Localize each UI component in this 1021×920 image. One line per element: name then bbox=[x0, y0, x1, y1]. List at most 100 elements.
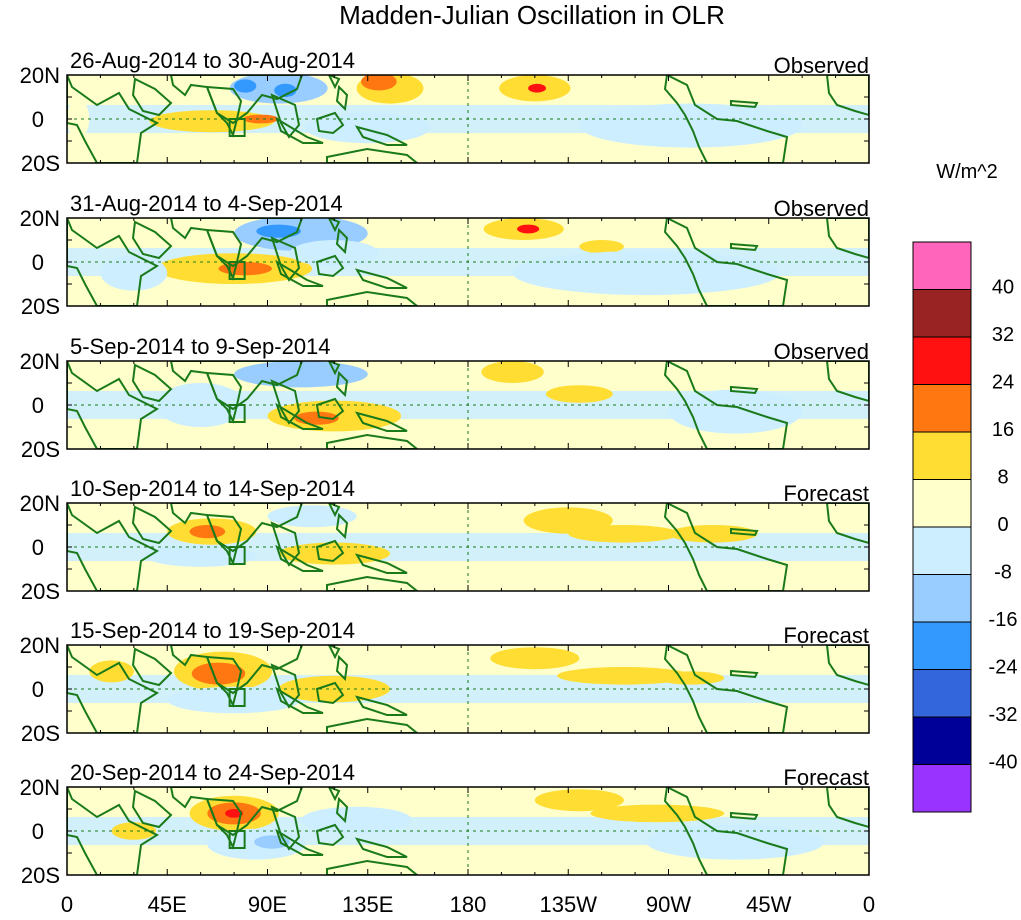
x-axis-labels: 0 45E 90E 135E 180 135W 90W 45W 0 bbox=[61, 892, 875, 917]
colorbar-tick-label: -16 bbox=[989, 609, 1018, 631]
panel-status: Forecast bbox=[783, 481, 869, 506]
olr-anomaly-contour bbox=[289, 240, 379, 267]
olr-anomaly-contour bbox=[256, 224, 301, 238]
lat-tick-label: 20S bbox=[21, 721, 60, 746]
map-panel: 10-Sep-2014 to 14-Sep-2014 Forecast 20N 0 20… bbox=[20, 476, 870, 604]
olr-map bbox=[67, 645, 869, 733]
lon-tick-label: 0 bbox=[61, 892, 73, 917]
colorbar-units: W/m^2 bbox=[936, 161, 998, 183]
lon-tick-label: 45E bbox=[148, 892, 187, 917]
index-region-box bbox=[228, 830, 246, 849]
lat-tick-label: 20N bbox=[20, 63, 60, 88]
colorbar-swatch bbox=[912, 384, 972, 433]
colorbar-swatch bbox=[912, 526, 972, 575]
colorbar: W/m^2 40 32 24 16 8 0 -8 -16 -24 -32 -40 bbox=[912, 161, 1018, 813]
olr-anomaly-contour bbox=[100, 255, 168, 291]
olr-anomaly-contour bbox=[300, 806, 413, 834]
olr-anomaly-contour bbox=[481, 361, 544, 383]
olr-anomaly-contour bbox=[191, 662, 246, 685]
lat-tick-label: 20N bbox=[20, 633, 60, 658]
lon-tick-label: 180 bbox=[450, 892, 487, 917]
colorbar-tick-label: -40 bbox=[989, 752, 1018, 774]
olr-map bbox=[67, 361, 869, 449]
olr-anomaly-contour bbox=[579, 240, 624, 254]
olr-anomaly-contour bbox=[646, 824, 825, 860]
panel-date-range: 5-Sep-2014 to 9-Sep-2014 bbox=[70, 334, 331, 359]
colorbar-tick-label: 8 bbox=[997, 467, 1008, 489]
index-region-box bbox=[228, 546, 246, 565]
olr-anomaly-contour bbox=[267, 505, 357, 528]
lat-tick-label: 0 bbox=[32, 393, 44, 418]
index-region-box bbox=[228, 118, 246, 137]
colorbar-swatch bbox=[912, 574, 972, 623]
olr-anomaly-contour bbox=[254, 835, 290, 849]
lon-tick-label: 0 bbox=[863, 892, 875, 917]
panel-status: Observed bbox=[774, 53, 869, 78]
olr-anomaly-contour bbox=[274, 83, 297, 97]
index-region-box bbox=[228, 261, 246, 280]
colorbar-tick-label: 0 bbox=[997, 514, 1008, 536]
panel-date-range: 31-Aug-2014 to 4-Sep-2014 bbox=[70, 191, 343, 216]
olr-anomaly-contour bbox=[517, 224, 540, 234]
colorbar-tick-label: 32 bbox=[992, 324, 1014, 346]
colorbar-swatch bbox=[912, 431, 972, 480]
olr-anomaly-contour bbox=[657, 671, 725, 685]
colorbar-swatches bbox=[912, 241, 972, 813]
panel-date-range: 26-Aug-2014 to 30-Aug-2014 bbox=[70, 48, 355, 73]
olr-anomaly-contour bbox=[490, 647, 580, 670]
lon-tick-label: 90E bbox=[248, 892, 287, 917]
colorbar-tick-labels: 40 32 24 16 8 0 -8 -16 -24 -32 -40 bbox=[989, 277, 1018, 774]
lat-tick-label: 20S bbox=[21, 579, 60, 604]
map-panel: 20-Sep-2014 to 24-Sep-2014 Forecast 20N 0 20… bbox=[20, 760, 870, 888]
colorbar-tick-label: 24 bbox=[992, 372, 1014, 394]
lat-tick-label: 20S bbox=[21, 151, 60, 176]
olr-anomaly-contour bbox=[189, 525, 226, 539]
lat-tick-label: 20N bbox=[20, 775, 60, 800]
lon-tick-label: 90W bbox=[646, 892, 691, 917]
olr-anomaly-contour bbox=[528, 83, 546, 93]
colorbar-tick-label: 16 bbox=[992, 419, 1014, 441]
olr-anomaly-contour bbox=[144, 544, 257, 567]
lat-tick-label: 20S bbox=[21, 863, 60, 888]
lat-tick-label: 20S bbox=[21, 437, 60, 462]
colorbar-tick-label: 40 bbox=[992, 277, 1014, 299]
colorbar-swatch bbox=[912, 336, 972, 385]
olr-map bbox=[67, 218, 869, 306]
figure-title: Madden-Julian Oscillation in OLR bbox=[339, 0, 725, 30]
olr-map bbox=[67, 787, 869, 875]
colorbar-tick-label: -32 bbox=[989, 704, 1018, 726]
index-region-box bbox=[228, 688, 246, 707]
lat-tick-label: 0 bbox=[32, 107, 44, 132]
lat-tick-label: 20S bbox=[21, 294, 60, 319]
lat-tick-label: 20N bbox=[20, 206, 60, 231]
olr-anomaly-contour bbox=[534, 789, 624, 812]
olr-anomaly-contour bbox=[545, 385, 613, 403]
colorbar-tick-label: -8 bbox=[994, 562, 1012, 584]
panel-status: Observed bbox=[774, 339, 869, 364]
colorbar-swatch bbox=[912, 241, 972, 290]
lon-tick-label: 135E bbox=[342, 892, 393, 917]
map-panel: 15-Sep-2014 to 19-Sep-2014 Forecast 20N 0 20… bbox=[20, 618, 870, 746]
colorbar-swatch bbox=[912, 621, 972, 670]
panel-status: Forecast bbox=[783, 765, 869, 790]
olr-anomaly-contour bbox=[225, 809, 243, 818]
olr-anomaly-contour bbox=[278, 542, 391, 565]
panel-date-range: 15-Sep-2014 to 19-Sep-2014 bbox=[70, 618, 355, 643]
lat-tick-label: 0 bbox=[32, 819, 44, 844]
panel-status: Observed bbox=[774, 196, 869, 221]
lat-tick-label: 20N bbox=[20, 349, 60, 374]
lat-tick-label: 0 bbox=[32, 250, 44, 275]
colorbar-swatch bbox=[912, 669, 972, 718]
olr-anomaly-contour bbox=[557, 667, 691, 685]
index-region-box bbox=[228, 404, 246, 423]
lat-tick-label: 0 bbox=[32, 677, 44, 702]
olr-anomaly-contour bbox=[361, 75, 397, 91]
map-panel: 5-Sep-2014 to 9-Sep-2014 Observed 20N 0 20S bbox=[20, 334, 870, 462]
panel-status: Forecast bbox=[783, 623, 869, 648]
olr-anomaly-contour bbox=[305, 112, 431, 144]
olr-map bbox=[67, 503, 869, 591]
olr-anomaly-contour bbox=[67, 99, 90, 139]
panel-date-range: 10-Sep-2014 to 14-Sep-2014 bbox=[70, 476, 355, 501]
olr-anomaly-contour bbox=[111, 822, 157, 840]
